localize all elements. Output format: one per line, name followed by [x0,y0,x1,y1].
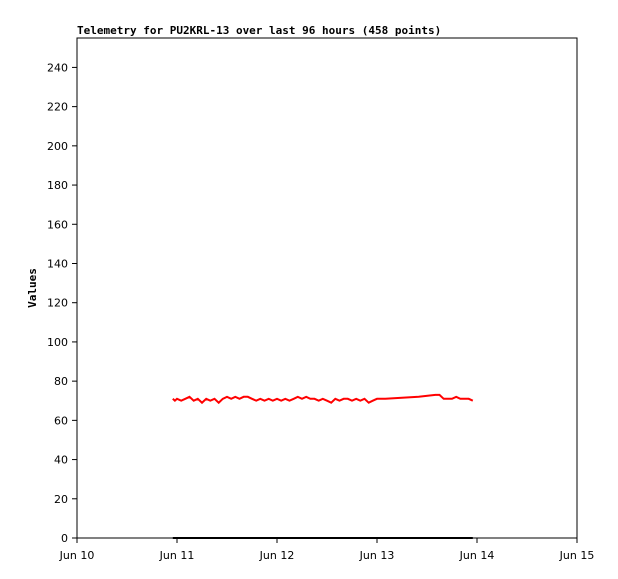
y-tick-label: 140 [47,257,68,270]
y-tick-label: 80 [54,375,68,388]
y-tick-label: 60 [54,414,68,427]
x-tick-label: Jun 11 [159,549,195,562]
y-axis-label: Values [26,268,39,308]
x-tick-label: Jun 13 [359,549,395,562]
y-tick-label: 200 [47,140,68,153]
y-tick-label: 0 [61,532,68,545]
x-tick-label: Jun 14 [459,549,495,562]
y-tick-label: 180 [47,179,68,192]
y-tick-label: 120 [47,297,68,310]
x-tick-label: Jun 10 [59,549,95,562]
chart-title: Telemetry for PU2KRL-13 over last 96 hou… [77,24,441,37]
y-tick-label: 100 [47,336,68,349]
y-tick-label: 20 [54,493,68,506]
x-tick-label: Jun 12 [259,549,295,562]
y-tick-label: 40 [54,454,68,467]
series-line [172,393,474,405]
y-tick-label: 160 [47,218,68,231]
x-tick-label: Jun 15 [559,549,595,562]
y-tick-label: 240 [47,61,68,74]
y-tick-label: 220 [47,101,68,114]
plot-frame [76,37,578,539]
